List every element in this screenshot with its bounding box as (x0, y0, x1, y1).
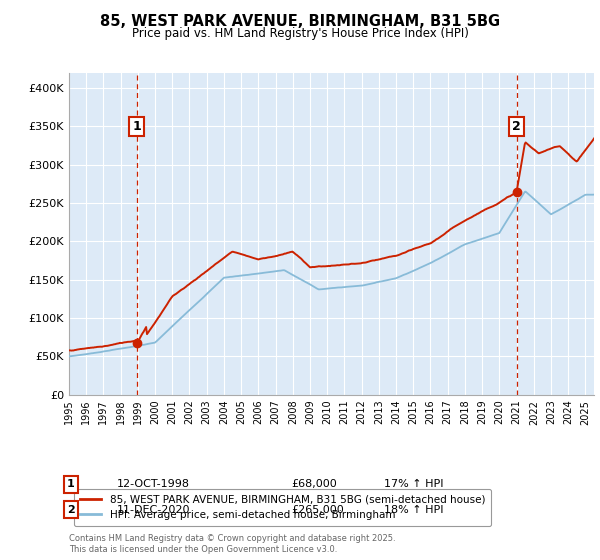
Text: 17% ↑ HPI: 17% ↑ HPI (384, 479, 443, 489)
Legend: 85, WEST PARK AVENUE, BIRMINGHAM, B31 5BG (semi-detached house), HPI: Average pr: 85, WEST PARK AVENUE, BIRMINGHAM, B31 5B… (74, 488, 491, 526)
Text: 1: 1 (133, 120, 142, 133)
Text: £265,000: £265,000 (291, 505, 344, 515)
Text: 2: 2 (67, 505, 74, 515)
Text: 11-DEC-2020: 11-DEC-2020 (117, 505, 191, 515)
Text: 85, WEST PARK AVENUE, BIRMINGHAM, B31 5BG: 85, WEST PARK AVENUE, BIRMINGHAM, B31 5B… (100, 14, 500, 29)
Text: 12-OCT-1998: 12-OCT-1998 (117, 479, 190, 489)
Text: £68,000: £68,000 (291, 479, 337, 489)
Text: Price paid vs. HM Land Registry's House Price Index (HPI): Price paid vs. HM Land Registry's House … (131, 27, 469, 40)
Text: 1: 1 (67, 479, 74, 489)
Text: 2: 2 (512, 120, 521, 133)
Text: 18% ↑ HPI: 18% ↑ HPI (384, 505, 443, 515)
Text: Contains HM Land Registry data © Crown copyright and database right 2025.
This d: Contains HM Land Registry data © Crown c… (69, 534, 395, 554)
